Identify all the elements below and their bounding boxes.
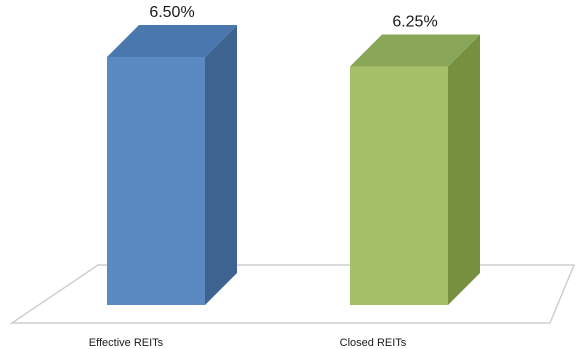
- x-tick-label: Effective REITs: [89, 337, 164, 349]
- bar-top: [350, 34, 480, 67]
- x-tick-label: Closed REITs: [340, 337, 407, 349]
- bar-group: [107, 25, 237, 305]
- chart-floor: [9, 264, 576, 324]
- bar-side: [448, 34, 480, 306]
- bar-group: [350, 34, 480, 306]
- bar: [107, 57, 205, 305]
- data-label: 6.50%: [149, 4, 194, 21]
- bar-top: [107, 25, 237, 57]
- bar-side: [205, 25, 237, 305]
- data-label: 6.25%: [392, 14, 437, 31]
- bar: [350, 66, 448, 306]
